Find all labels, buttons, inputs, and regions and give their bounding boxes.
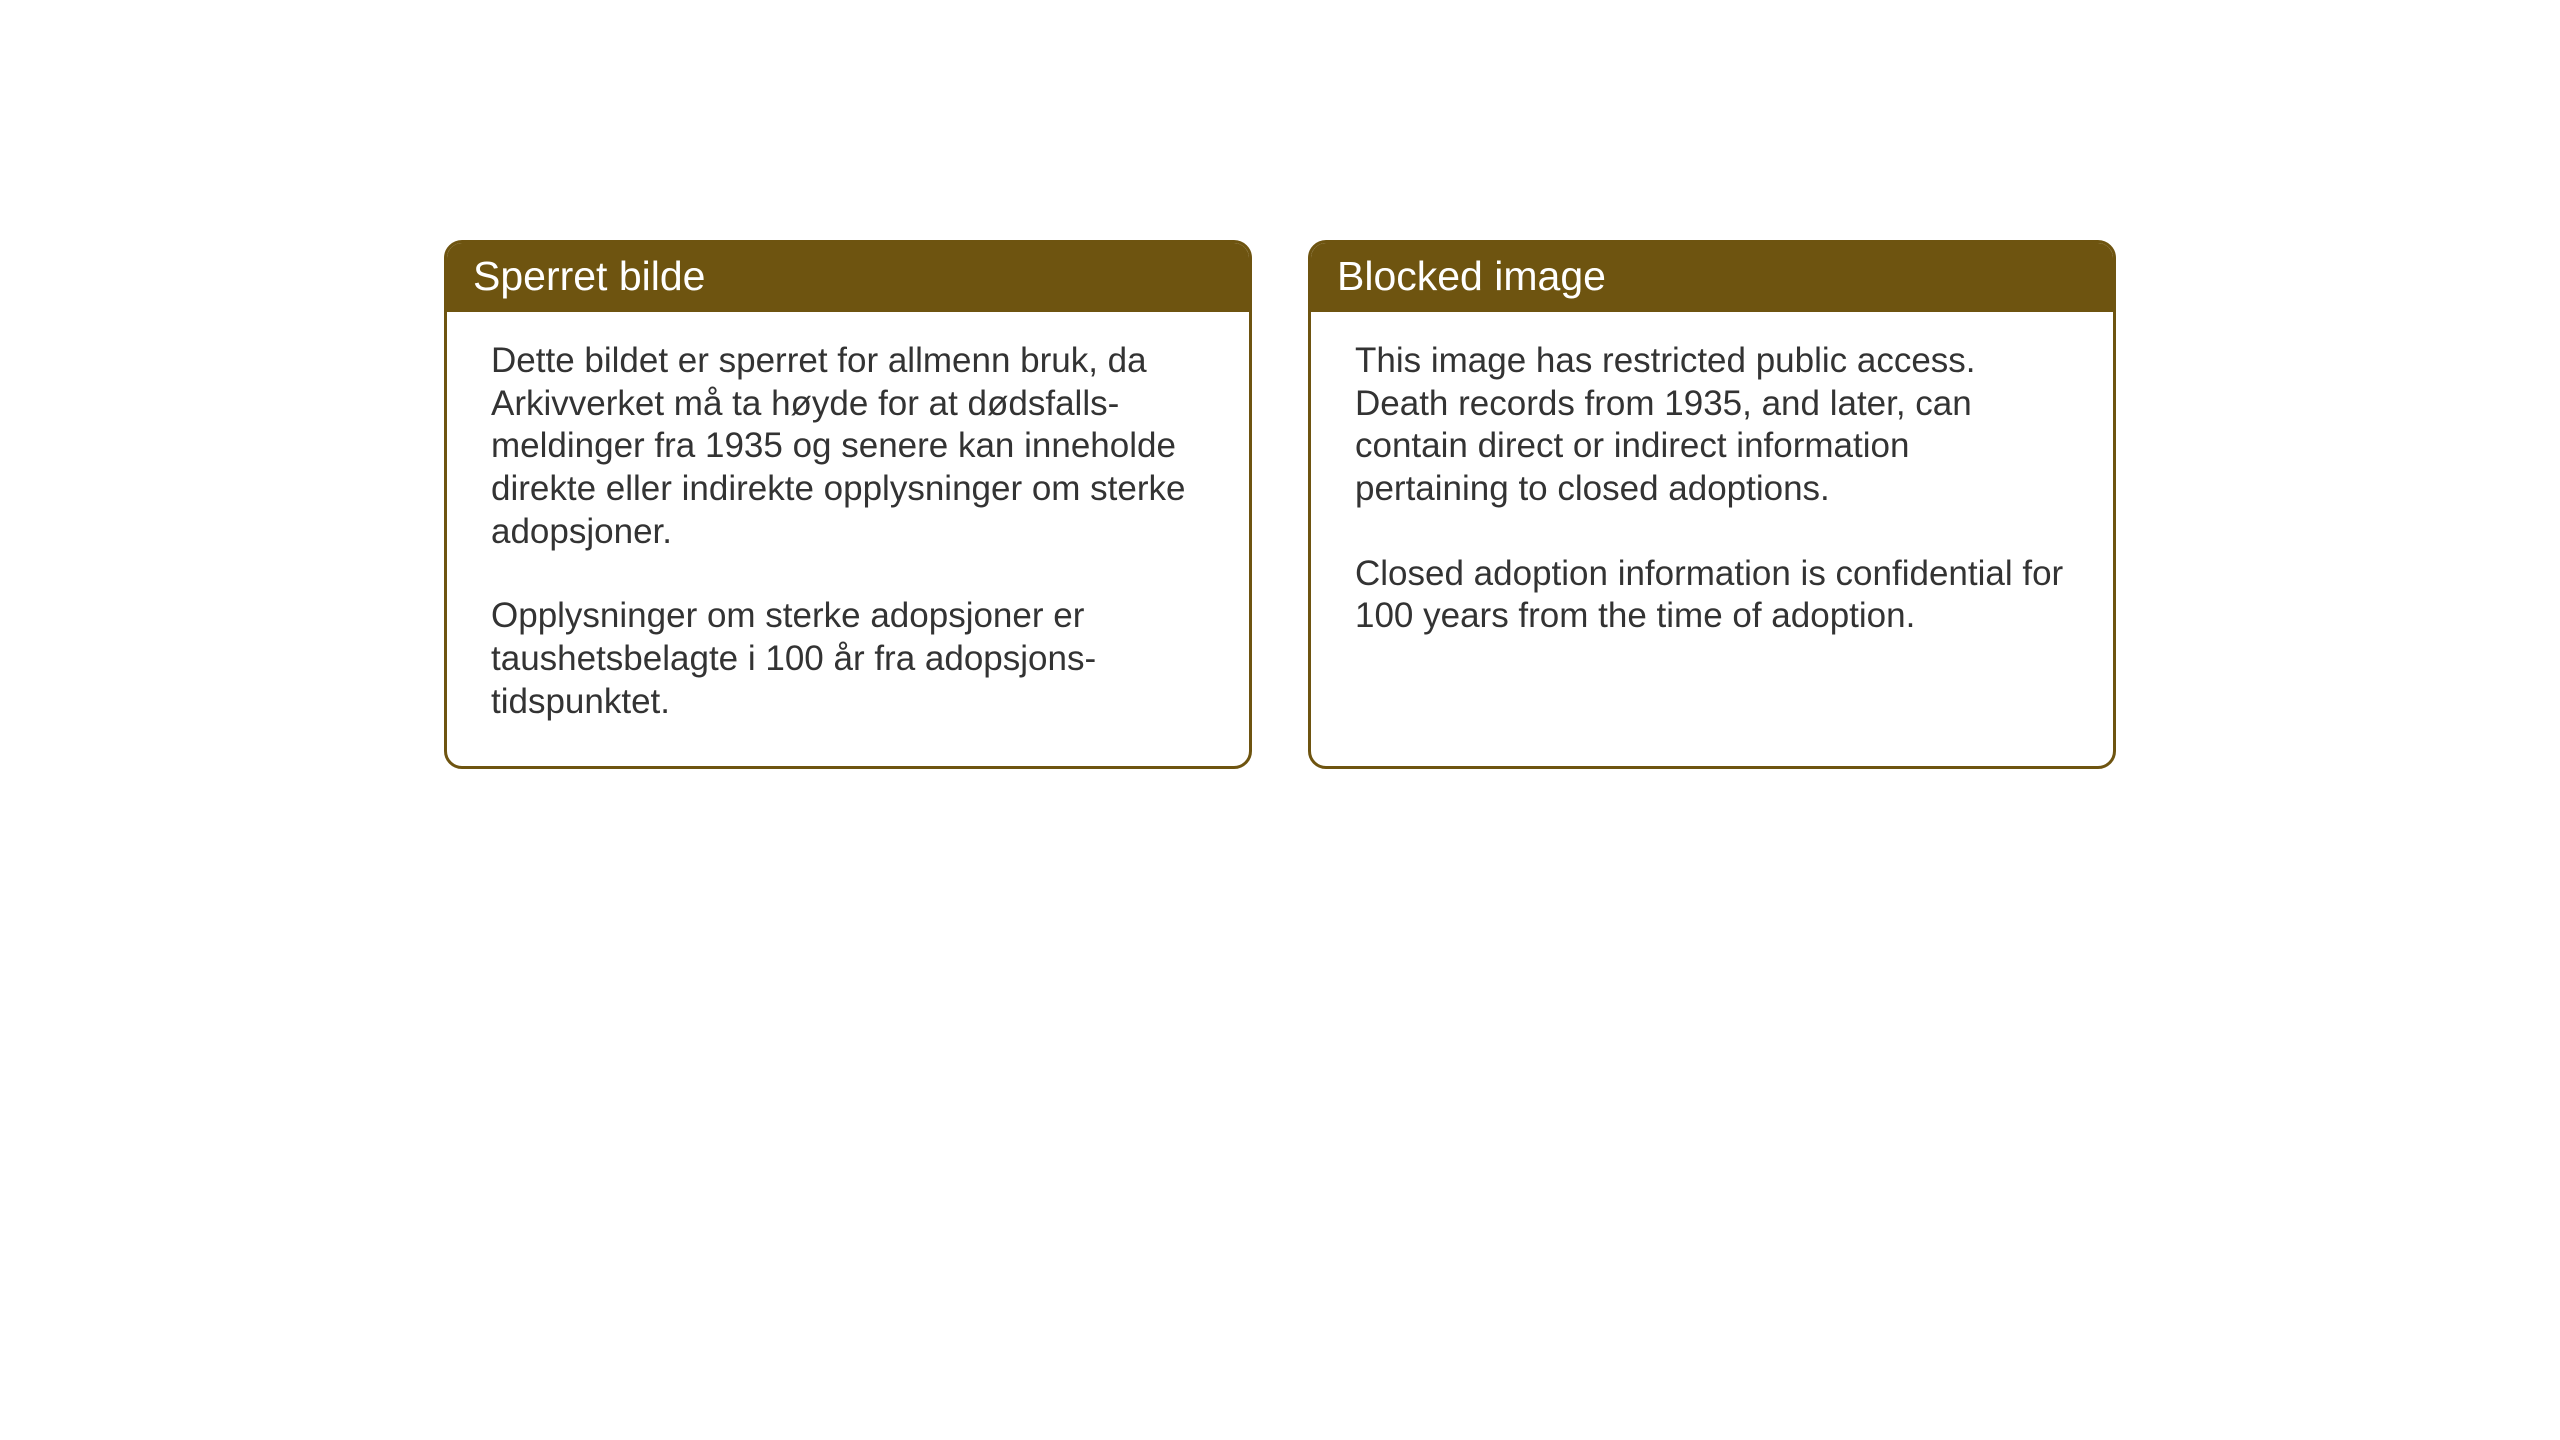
card-english-header: Blocked image — [1311, 243, 2113, 312]
card-english-body: This image has restricted public access.… — [1311, 312, 2113, 680]
card-english: Blocked image This image has restricted … — [1308, 240, 2116, 769]
card-norwegian-paragraph-1: Dette bildet er sperret for allmenn bruk… — [491, 340, 1205, 553]
card-english-paragraph-1: This image has restricted public access.… — [1355, 340, 2069, 511]
cards-container: Sperret bilde Dette bildet er sperret fo… — [444, 240, 2116, 769]
card-norwegian-paragraph-2: Opplysninger om sterke adopsjoner er tau… — [491, 595, 1205, 723]
card-norwegian-body: Dette bildet er sperret for allmenn bruk… — [447, 312, 1249, 766]
card-norwegian-header: Sperret bilde — [447, 243, 1249, 312]
card-norwegian: Sperret bilde Dette bildet er sperret fo… — [444, 240, 1252, 769]
card-english-paragraph-2: Closed adoption information is confident… — [1355, 553, 2069, 638]
